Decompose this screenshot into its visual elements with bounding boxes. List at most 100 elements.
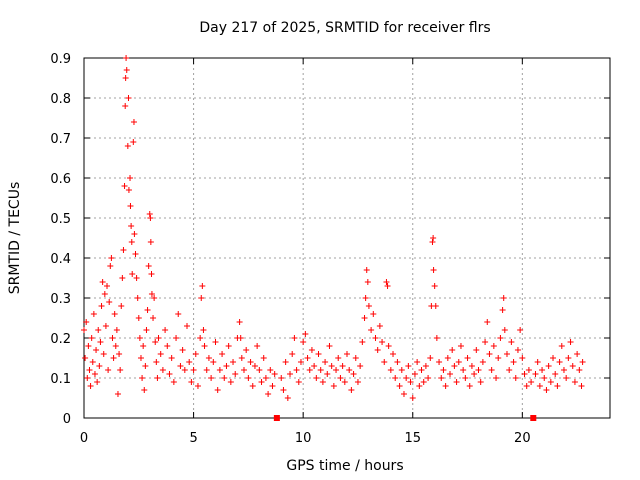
data-point bbox=[216, 367, 223, 373]
data-point bbox=[101, 291, 108, 297]
data-point bbox=[173, 335, 180, 341]
data-point bbox=[123, 67, 130, 73]
data-point bbox=[131, 231, 138, 237]
data-point bbox=[199, 283, 206, 289]
data-point bbox=[170, 379, 177, 385]
data-point bbox=[245, 375, 252, 381]
data-point bbox=[376, 323, 383, 329]
data-point bbox=[512, 375, 519, 381]
data-point bbox=[295, 379, 302, 385]
data-point bbox=[490, 343, 497, 349]
data-point bbox=[379, 339, 386, 345]
data-point bbox=[267, 367, 274, 373]
data-point bbox=[536, 383, 543, 389]
data-point bbox=[119, 275, 126, 281]
data-point bbox=[370, 311, 377, 317]
data-point bbox=[97, 339, 104, 345]
data-point bbox=[262, 375, 269, 381]
data-point bbox=[383, 279, 390, 285]
data-point bbox=[194, 383, 201, 389]
data-point bbox=[291, 335, 298, 341]
data-point bbox=[534, 359, 541, 365]
data-point bbox=[96, 363, 103, 369]
x-tick-labels: 0 5 10 15 20 bbox=[80, 431, 531, 446]
y-tick-label: 0.4 bbox=[50, 252, 71, 267]
data-point bbox=[311, 363, 318, 369]
data-point bbox=[258, 379, 265, 385]
data-point bbox=[136, 335, 143, 341]
data-point bbox=[94, 379, 101, 385]
data-point bbox=[523, 383, 530, 389]
data-point bbox=[208, 375, 215, 381]
x-axis-title: GPS time / hours bbox=[286, 458, 403, 474]
data-point bbox=[390, 351, 397, 357]
data-point bbox=[260, 355, 267, 361]
data-point bbox=[430, 235, 437, 241]
data-point bbox=[99, 279, 106, 285]
data-point bbox=[162, 327, 169, 333]
data-point bbox=[510, 359, 517, 365]
data-point bbox=[83, 319, 90, 325]
data-point bbox=[308, 347, 315, 353]
data-point bbox=[547, 379, 554, 385]
data-point bbox=[348, 387, 355, 393]
data-point bbox=[475, 367, 482, 373]
data-point bbox=[335, 355, 342, 361]
data-point bbox=[256, 367, 263, 373]
data-point bbox=[293, 367, 300, 373]
data-point bbox=[181, 367, 188, 373]
data-point bbox=[374, 347, 381, 353]
data-point bbox=[123, 55, 130, 61]
y-tick-labels: 0 0.1 0.2 0.3 0.4 0.5 0.6 0.7 0.8 0.9 bbox=[50, 52, 71, 427]
data-point bbox=[278, 375, 285, 381]
data-point bbox=[249, 383, 256, 389]
data-point bbox=[339, 363, 346, 369]
data-point bbox=[521, 371, 528, 377]
data-point bbox=[418, 367, 425, 373]
data-point bbox=[200, 327, 207, 333]
data-point bbox=[154, 375, 161, 381]
data-point bbox=[179, 347, 186, 353]
y-tick-label: 0 bbox=[63, 412, 71, 427]
data-point bbox=[315, 351, 322, 357]
data-point bbox=[556, 359, 563, 365]
data-point bbox=[449, 347, 456, 353]
data-point bbox=[304, 355, 311, 361]
data-point bbox=[392, 375, 399, 381]
data-point bbox=[405, 363, 412, 369]
data-point bbox=[145, 263, 152, 269]
data-point bbox=[396, 383, 403, 389]
data-point bbox=[394, 359, 401, 365]
data-point bbox=[471, 371, 478, 377]
data-point bbox=[433, 335, 440, 341]
data-point bbox=[84, 375, 91, 381]
data-point bbox=[297, 359, 304, 365]
data-point bbox=[125, 187, 132, 193]
data-point bbox=[227, 379, 234, 385]
data-point bbox=[344, 351, 350, 357]
data-point bbox=[545, 363, 552, 369]
data-point bbox=[147, 239, 154, 245]
data-point bbox=[508, 339, 515, 345]
data-point bbox=[322, 359, 329, 365]
data-point bbox=[484, 319, 491, 325]
data-point bbox=[81, 327, 87, 333]
data-point bbox=[319, 379, 326, 385]
data-point bbox=[110, 355, 117, 361]
data-point bbox=[468, 363, 475, 369]
axis-ticks bbox=[83, 57, 610, 419]
data-point bbox=[362, 295, 369, 301]
data-point bbox=[127, 203, 134, 209]
data-point bbox=[152, 339, 159, 345]
data-point bbox=[139, 375, 146, 381]
data-point bbox=[105, 367, 112, 373]
data-point bbox=[554, 383, 561, 389]
data-point bbox=[430, 267, 437, 273]
data-point bbox=[506, 367, 513, 373]
data-point bbox=[357, 363, 364, 369]
data-point bbox=[157, 351, 164, 357]
data-point bbox=[88, 335, 95, 341]
y-tick-label: 0.3 bbox=[50, 292, 71, 307]
data-point bbox=[473, 347, 480, 353]
